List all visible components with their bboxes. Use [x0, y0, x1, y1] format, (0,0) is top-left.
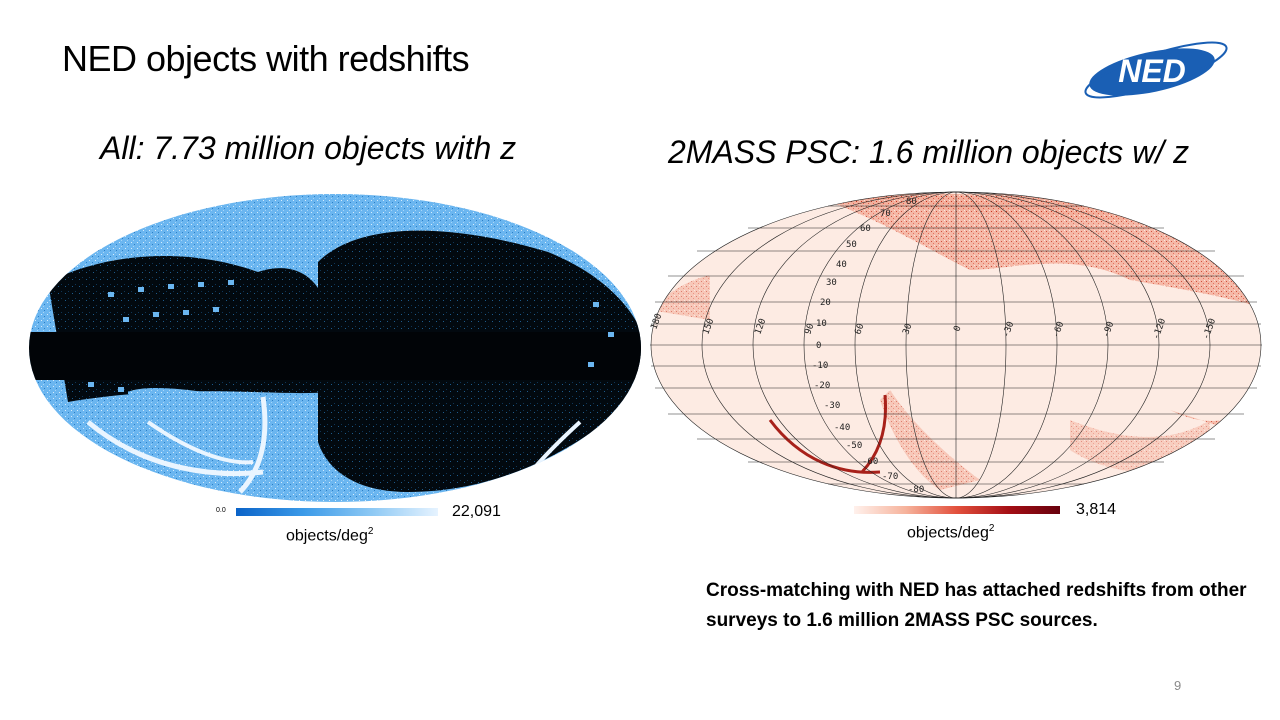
lat-label-70: 70	[880, 209, 891, 219]
ned-logo-text: NED	[1118, 53, 1186, 89]
lat-label-m80: -80	[908, 485, 924, 495]
lat-label-0: 0	[816, 341, 821, 351]
left-panel-title: All: 7.73 million objects with z	[100, 130, 517, 166]
crossmatch-note: Cross-matching with NED has attached red…	[706, 580, 1247, 631]
right-colorbar-unit: objects/deg2	[907, 523, 995, 542]
lat-label-40: 40	[836, 260, 847, 270]
right-panel-title: 2MASS PSC: 1.6 million objects w/ z	[668, 134, 1190, 170]
lat-label-30: 30	[826, 278, 837, 288]
all-objects-skymap	[29, 194, 641, 502]
lat-label-20: 20	[820, 298, 831, 308]
lat-label-m40: -40	[834, 423, 850, 433]
lon-label-90: 90	[803, 322, 816, 336]
lat-label-m70: -70	[882, 472, 898, 482]
lat-label-m30: -30	[824, 401, 840, 411]
right-colorbar-max: 3,814	[1076, 501, 1117, 518]
lat-label-10: 10	[816, 319, 827, 329]
lat-label-m10: -10	[812, 361, 828, 371]
page-number: 9	[1174, 678, 1182, 693]
left-colorbar-min: 0.0	[216, 507, 226, 514]
lon-label-0: 0	[952, 325, 963, 334]
lat-label-m20: -20	[814, 381, 830, 391]
twomass-psc-skymap: 180 150 120 90 60 30 0 -30 -60 -90 -120 …	[650, 191, 1262, 499]
slide-title: NED objects with redshifts	[62, 38, 470, 79]
lat-label-50: 50	[846, 240, 857, 250]
lon-label-60: 60	[853, 322, 866, 336]
lat-label-m60: -60	[862, 457, 878, 467]
lat-label-80: 80	[906, 197, 917, 207]
left-colorbar-max: 22,091	[452, 503, 501, 520]
ned-logo: NED	[1084, 41, 1228, 99]
right-colorbar	[854, 506, 1060, 514]
left-colorbar-unit: objects/deg2	[286, 526, 374, 545]
lat-label-60: 60	[860, 224, 871, 234]
lat-label-m50: -50	[846, 441, 862, 451]
lon-label-30: 30	[901, 322, 914, 336]
left-colorbar	[236, 508, 438, 516]
